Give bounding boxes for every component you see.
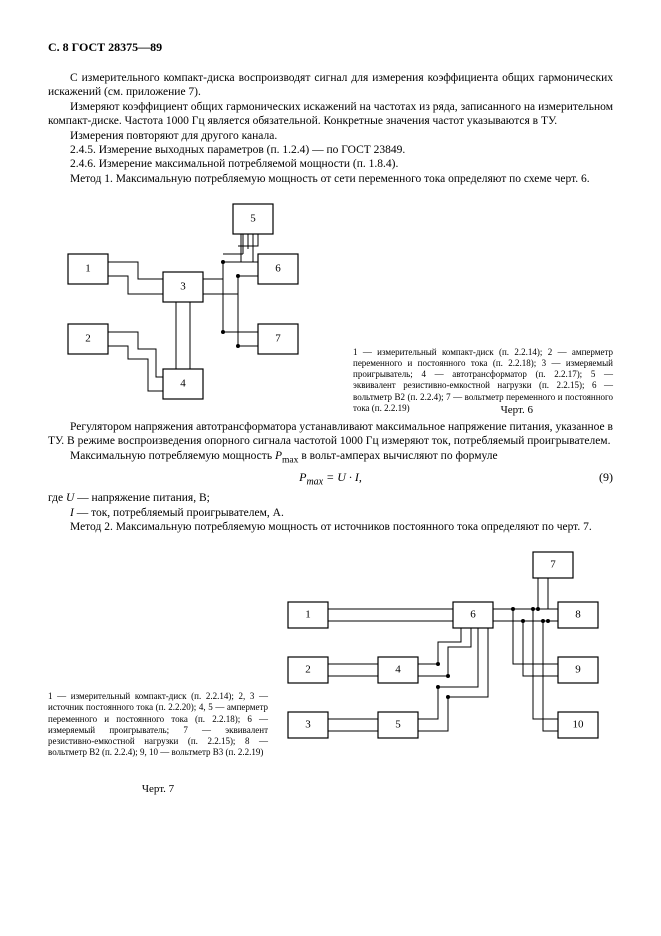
para-1: С измерительного компакт-диска воспроизв… (48, 71, 613, 100)
svg-text:3: 3 (180, 281, 186, 293)
svg-text:8: 8 (575, 608, 581, 620)
svg-text:6: 6 (275, 263, 281, 275)
para-2: Измеряют коэффициент общих гармонических… (48, 100, 613, 129)
figure-7-label: Черт. 7 (48, 783, 268, 795)
page: С. 8 ГОСТ 28375—89 С измерительного комп… (0, 0, 661, 936)
svg-text:2: 2 (85, 333, 91, 345)
figure-7: 1 2 3 4 5 6 7 8 9 10 (48, 547, 613, 777)
svg-text:5: 5 (250, 213, 256, 225)
svg-text:10: 10 (573, 718, 585, 730)
svg-text:7: 7 (550, 558, 556, 570)
svg-text:9: 9 (575, 663, 581, 675)
figure-7-caption: 1 — измерительный компакт-диск (п. 2.2.1… (48, 691, 268, 759)
para-8: Максимальную потребляемую мощность Pmax … (48, 449, 613, 466)
para-9: где U — напряжение питания, В; (48, 491, 613, 505)
formula-9-num: (9) (599, 470, 613, 485)
svg-text:5: 5 (395, 718, 401, 730)
formula-9-sub: max (306, 476, 323, 487)
svg-text:1: 1 (85, 263, 91, 275)
svg-text:1: 1 (305, 608, 311, 620)
where-u: — напряжение питания, В; (74, 492, 210, 504)
figure-6-label: Черт. 6 (501, 404, 533, 416)
para-3: Измерения повторяют для другого канала. (48, 129, 613, 143)
figure-6-caption: 1 — измерительный компакт-диск (п. 2.2.1… (353, 347, 613, 415)
where-label: где (48, 492, 66, 504)
para-10: I — ток, потребляемый проигрывателем, А. (48, 506, 613, 520)
formula-9-rhs: = U · I, (323, 470, 362, 484)
svg-text:7: 7 (275, 333, 281, 345)
figure-6: 1 2 3 4 5 6 7 (48, 194, 613, 414)
svg-text:3: 3 (305, 718, 311, 730)
svg-text:4: 4 (180, 378, 186, 390)
para-11: Метод 2. Максимальную потребляемую мощно… (48, 520, 613, 534)
figure-6-svg: 1 2 3 4 5 6 7 (48, 194, 328, 409)
where-i: — ток, потребляемый проигрывателем, А. (74, 507, 284, 519)
para-7: Регулятором напряжения автотрансформатор… (48, 420, 613, 449)
para-5: 2.4.6. Измерение максимальной потребляем… (48, 157, 613, 171)
svg-text:4: 4 (395, 663, 401, 675)
formula-9: Pmax = U · I, (9) (48, 470, 613, 487)
para-6: Метод 1. Максимальную потребляемую мощно… (48, 172, 613, 186)
para-8-b: в вольт-амперах вычисляют по формуле (298, 450, 497, 462)
svg-text:2: 2 (305, 663, 311, 675)
para-4: 2.4.5. Измерение выходных параметров (п.… (48, 143, 613, 157)
page-header: С. 8 ГОСТ 28375—89 (48, 40, 613, 55)
svg-text:6: 6 (470, 608, 476, 620)
para-8-a: Максимальную потребляемую мощность (70, 450, 275, 462)
figure-7-svg: 1 2 3 4 5 6 7 8 9 10 (283, 547, 613, 757)
